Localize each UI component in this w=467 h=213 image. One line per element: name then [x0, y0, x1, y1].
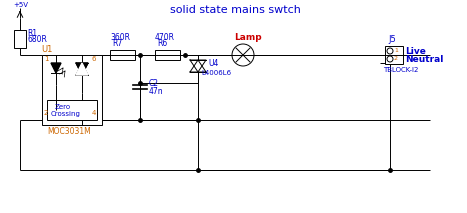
Text: 360R: 360R — [110, 33, 130, 42]
Bar — [155, 50, 180, 60]
Text: R1: R1 — [27, 29, 37, 37]
Text: Neutral: Neutral — [405, 55, 443, 63]
Polygon shape — [76, 63, 88, 75]
Text: TBLOCK-I2: TBLOCK-I2 — [383, 67, 418, 73]
Text: 680R: 680R — [27, 36, 47, 45]
Text: solid state mains swtch: solid state mains swtch — [170, 5, 300, 15]
Text: 4: 4 — [92, 110, 96, 116]
Polygon shape — [51, 63, 61, 73]
Text: U4: U4 — [208, 59, 219, 68]
Text: 1: 1 — [44, 56, 49, 62]
Text: Zero: Zero — [55, 104, 71, 110]
Bar — [47, 100, 97, 120]
Text: L4006L6: L4006L6 — [201, 70, 231, 76]
Bar — [42, 55, 102, 125]
Bar — [110, 50, 135, 60]
Polygon shape — [76, 63, 88, 75]
Text: MOC3031M: MOC3031M — [47, 127, 91, 135]
Text: C2: C2 — [149, 79, 159, 88]
Text: 6: 6 — [92, 56, 97, 62]
Bar — [14, 30, 26, 48]
Text: 2: 2 — [44, 110, 49, 116]
Text: R6: R6 — [157, 39, 167, 49]
Text: U1: U1 — [41, 46, 52, 55]
Text: R7: R7 — [112, 39, 122, 49]
Text: 2: 2 — [394, 56, 398, 62]
Text: 470R: 470R — [155, 33, 175, 42]
Text: 1: 1 — [394, 49, 398, 53]
Text: 47n: 47n — [149, 86, 163, 95]
Text: +5V: +5V — [13, 2, 28, 8]
Text: Crossing: Crossing — [51, 111, 81, 117]
Text: Lamp: Lamp — [234, 33, 262, 43]
Text: J5: J5 — [388, 35, 396, 43]
Text: Live: Live — [405, 46, 426, 56]
Bar — [385, 46, 403, 64]
